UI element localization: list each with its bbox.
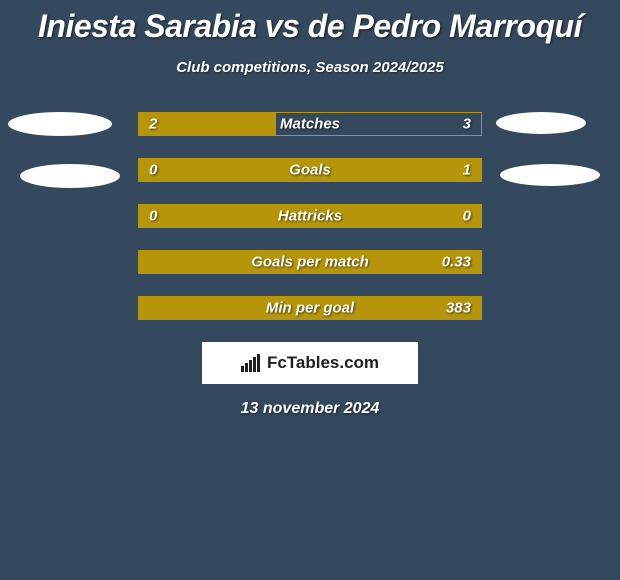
stat-value-left: 0: [149, 208, 157, 225]
stat-row: Hattricks00: [138, 204, 482, 228]
stat-row: Goals01: [138, 158, 482, 182]
player-marker-ellipse: [500, 164, 600, 186]
stats-area: Matches23Goals01Hattricks00Goals per mat…: [0, 112, 620, 320]
logo-box: FcTables.com: [202, 342, 418, 384]
stat-value-right: 383: [446, 300, 471, 317]
logo-text-b: Tables.com: [287, 353, 379, 372]
player-marker-ellipse: [496, 112, 586, 134]
stat-fill-right: [139, 251, 481, 273]
stat-value-right: 3: [463, 116, 471, 133]
stat-value-left: 2: [149, 116, 157, 133]
stat-fill-right: [139, 297, 481, 319]
stat-row: Goals per match0.33: [138, 250, 482, 274]
stat-fill-left: [139, 113, 276, 135]
stat-row: Matches23: [138, 112, 482, 136]
stat-value-right: 0: [463, 208, 471, 225]
stat-fill-right: [139, 159, 481, 181]
player-marker-ellipse: [20, 164, 120, 188]
stat-row: Min per goal383: [138, 296, 482, 320]
logo-text-a: Fc: [267, 353, 287, 372]
stat-value-right: 1: [463, 162, 471, 179]
stat-value-left: 0: [149, 162, 157, 179]
fctables-logo: FcTables.com: [241, 353, 379, 373]
stat-value-right: 0.33: [442, 254, 471, 271]
player-marker-ellipse: [8, 112, 112, 136]
bars-icon: [241, 354, 263, 372]
stat-fill-left: [139, 205, 481, 227]
subtitle: Club competitions, Season 2024/2025: [0, 59, 620, 76]
date-line: 13 november 2024: [0, 400, 620, 418]
page-title: Iniesta Sarabia vs de Pedro Marroquí: [0, 8, 620, 45]
comparison-card: Iniesta Sarabia vs de Pedro Marroquí Clu…: [0, 0, 620, 418]
